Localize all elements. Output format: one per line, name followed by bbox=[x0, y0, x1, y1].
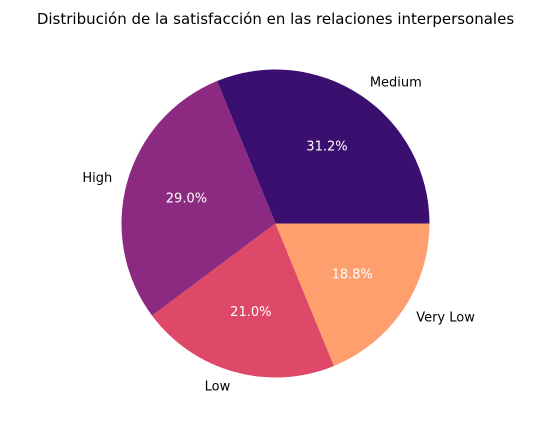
pie-percent-label: 18.8% bbox=[332, 267, 373, 282]
pie-percent-label: 29.0% bbox=[166, 191, 207, 206]
pie-category-label: Low bbox=[205, 379, 231, 394]
pie-labels: 31.2% Medium 29.0% High 21.0% Low 18.8% Very Lo… bbox=[82, 75, 475, 394]
pie-slice-high bbox=[121, 81, 276, 316]
pie-category-label: Very Low bbox=[416, 310, 475, 325]
pie-slice-medium bbox=[217, 69, 430, 224]
pie-slice-very-low bbox=[275, 223, 430, 366]
pie-slices bbox=[121, 69, 430, 378]
pie-slice-low bbox=[152, 223, 334, 378]
pie-percent-label: 21.0% bbox=[230, 305, 271, 320]
pie-category-label: High bbox=[82, 171, 112, 186]
chart-title: Distribución de la satisfacción en las r… bbox=[37, 10, 514, 28]
pie-percent-label: 31.2% bbox=[306, 139, 347, 154]
pie-category-label: Medium bbox=[370, 75, 422, 90]
